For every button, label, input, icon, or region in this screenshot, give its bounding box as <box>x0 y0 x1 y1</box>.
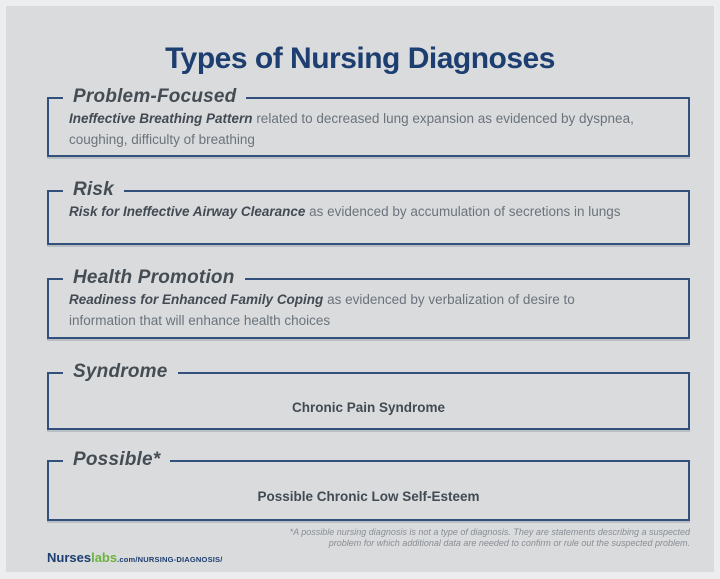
section-heading-possible: Possible* <box>63 449 171 471</box>
diagnosis-text: Possible Chronic Low Self-Esteem <box>257 489 480 504</box>
diagnosis-statement: Chronic Pain Syndrome <box>49 374 688 434</box>
section-possible: Possible* Possible Chronic Low Self-Este… <box>47 449 690 521</box>
diagnosis-text: Ineffective Breathing Pattern <box>69 111 253 126</box>
section-heading-problem-focused: Problem-Focused <box>63 86 247 108</box>
brand-name-labs: labs <box>91 550 118 565</box>
section-health-promotion: Health Promotion Readiness for Enhanced … <box>47 267 690 339</box>
footnote-line-2: problem for which additional data are ne… <box>328 537 690 548</box>
diagnosis-statement: Risk for Ineffective Airway Clearance as… <box>49 192 688 222</box>
section-problem-focused: Problem-Focused Ineffective Breathing Pa… <box>47 86 690 157</box>
section-heading-risk: Risk <box>63 179 124 201</box>
brand-logo: Nurseslabs.com/NURSING-DIAGNOSIS/ <box>47 549 223 567</box>
description-text: related to decreased lung expansion as e… <box>69 111 634 147</box>
diagnosis-text: Readiness for Enhanced Family Coping <box>69 292 324 307</box>
section-heading-health-promotion: Health Promotion <box>63 267 245 289</box>
footnote: *A possible nursing diagnosis is not a t… <box>290 527 690 548</box>
footnote-line-1: *A possible nursing diagnosis is not a t… <box>289 527 690 537</box>
diagnosis-statement: Possible Chronic Low Self-Esteem <box>49 462 688 525</box>
diagnosis-statement: Ineffective Breathing Pattern related to… <box>49 99 688 150</box>
description-text: as evidenced by accumulation of secretio… <box>305 204 621 219</box>
diagnosis-statement: Readiness for Enhanced Family Coping as … <box>49 280 655 331</box>
section-heading-syndrome: Syndrome <box>63 361 178 383</box>
brand-url: .com/NURSING-DIAGNOSIS/ <box>117 555 223 564</box>
section-syndrome: Syndrome Chronic Pain Syndrome <box>47 361 690 430</box>
diagnosis-text: Chronic Pain Syndrome <box>291 399 446 415</box>
section-risk: Risk Risk for Ineffective Airway Clearan… <box>47 179 690 245</box>
description-text: as evidenced by verbalization of desire … <box>69 292 575 328</box>
diagnosis-text: Risk for Ineffective Airway Clearance <box>69 204 306 219</box>
brand-name-nurses: Nurses <box>47 550 92 565</box>
page-title: Types of Nursing Diagnoses <box>165 42 555 76</box>
